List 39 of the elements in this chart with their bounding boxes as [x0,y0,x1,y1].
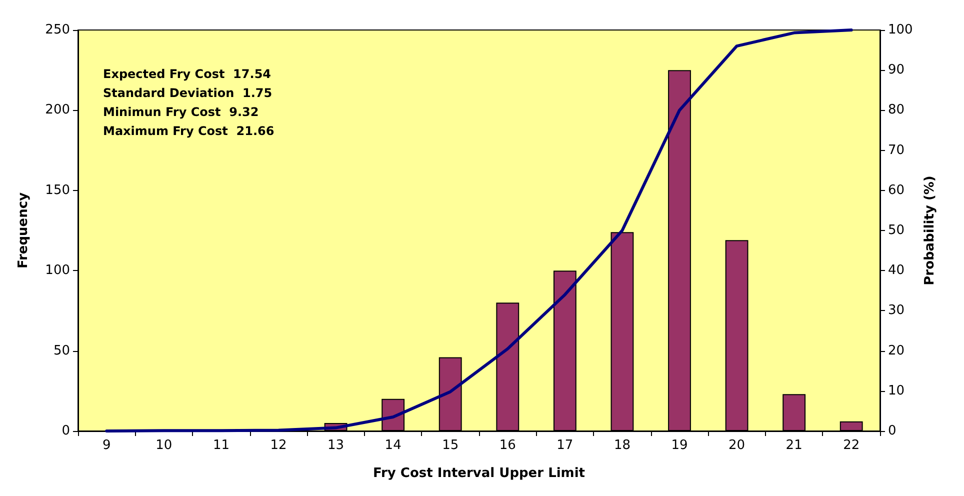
y-tick-label: 50 [53,343,70,358]
y2-tick-label: 70 [888,142,905,158]
y-tick-label: 100 [45,263,70,278]
annotation: Minimun Fry Cost 9.32 [103,105,259,119]
x-tick-label: 13 [328,438,344,453]
x-tick-label: 19 [671,438,688,453]
y2-tick-label: 60 [888,182,905,198]
x-tick-label: 9 [102,438,111,453]
x-tick-label: 22 [843,438,860,453]
x-tick-label: 18 [614,438,630,453]
y2-tick-label: 100 [888,22,913,38]
y2-tick-label: 80 [888,102,905,118]
line-series [105,28,853,432]
x-tick-label: 11 [212,438,230,453]
x-tick-label: 20 [728,438,746,453]
x-tick-label: 12 [270,438,287,453]
y2-tick-label: 30 [888,303,905,318]
y-tick-label: 0 [62,424,70,438]
y2-tick-label: 90 [888,62,905,78]
y2-tick-label: 0 [888,424,896,438]
x-axis-title: Fry Cost Interval Upper Limit [372,466,586,481]
y2-tick-label: 50 [888,223,905,238]
annotation: Expected Fry Cost 17.54 [103,67,272,81]
x-tick-label: 14 [384,438,402,453]
x-tick-label: 15 [442,438,459,453]
y2-tick-label: 10 [888,383,905,398]
annotation: Maximum Fry Cost 21.66 [103,124,274,138]
y2-axis-title: Probability (%) [922,176,938,286]
x-tick-label: 17 [556,438,574,453]
x-tick-label: 16 [499,438,516,453]
x-tick-label: 21 [786,438,802,453]
y-axis-title: Frequency [16,192,31,269]
y-tick-label: 250 [45,22,70,38]
y2-tick-label: 20 [888,343,905,358]
y-tick-label: 150 [45,182,70,198]
annotation: Standard Deviation 1.75 [103,86,272,100]
x-tick-label: 10 [156,438,172,453]
y-tick-label: 200 [45,102,70,118]
y2-tick-label: 40 [888,263,905,278]
